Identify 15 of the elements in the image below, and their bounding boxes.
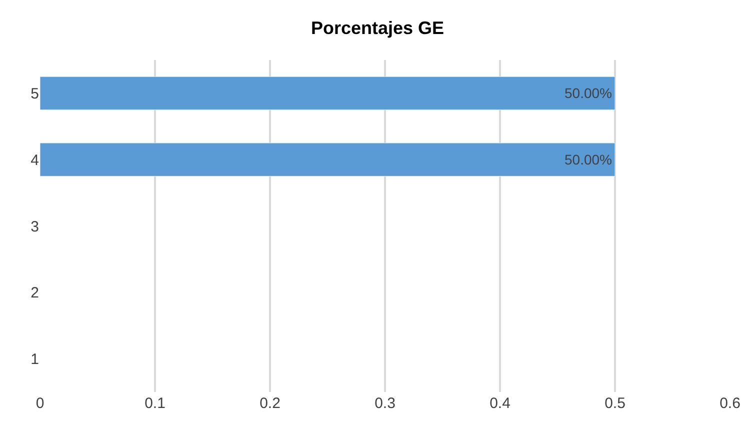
data-label: 50.00% (564, 85, 612, 102)
y-tick-label: 2 (30, 284, 39, 302)
x-tick-label: 0.3 (374, 395, 396, 412)
y-tick-label: 5 (30, 85, 39, 102)
x-tick-label: 0.6 (720, 395, 740, 412)
data-label: 50.00% (564, 152, 612, 168)
y-tick-label: 1 (30, 351, 39, 368)
chart-title: Porcentajes GE (310, 18, 444, 38)
x-tick-label: 0.4 (490, 395, 510, 412)
x-tick-label: 0.1 (144, 395, 166, 412)
x-tick-label: 0.2 (260, 395, 280, 412)
y-tick-label: 4 (30, 152, 39, 169)
x-tick-label: 0.5 (604, 395, 626, 412)
x-tick-label: 0 (36, 395, 44, 412)
y-tick-label: 3 (30, 218, 39, 236)
